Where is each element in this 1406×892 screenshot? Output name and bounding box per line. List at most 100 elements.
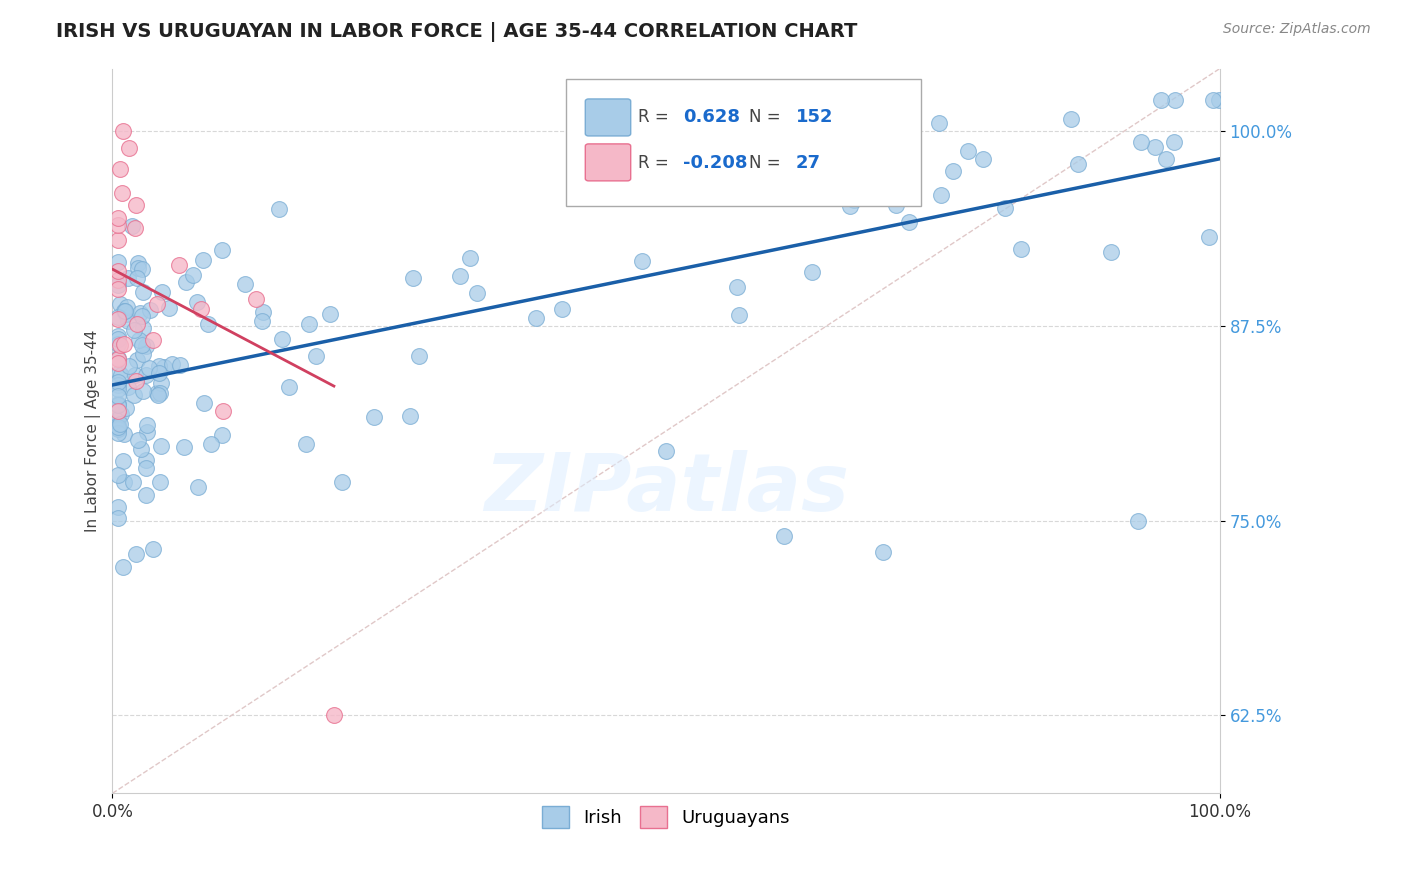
- Point: [1163, 135, 1185, 149]
- Point: [131, 442, 153, 456]
- Point: [211, 244, 233, 258]
- Point: [108, 297, 131, 311]
- Point: [107, 418, 129, 433]
- Text: Source: ZipAtlas.com: Source: ZipAtlas.com: [1223, 22, 1371, 37]
- Point: [131, 309, 153, 323]
- Point: [107, 468, 129, 483]
- Point: [114, 303, 136, 318]
- Point: [252, 314, 274, 328]
- Point: [107, 311, 129, 326]
- Point: [193, 252, 215, 267]
- Point: [801, 264, 824, 278]
- Point: [1150, 93, 1173, 107]
- Point: [839, 199, 862, 213]
- Point: [115, 307, 138, 321]
- Point: [467, 285, 489, 300]
- Point: [132, 285, 155, 300]
- Point: [117, 359, 139, 373]
- Point: [146, 388, 169, 402]
- Point: [115, 300, 138, 314]
- Point: [884, 198, 907, 212]
- Point: [107, 263, 129, 277]
- Point: [125, 197, 148, 211]
- Point: [111, 560, 134, 574]
- Point: [107, 411, 129, 425]
- Point: [108, 338, 131, 352]
- Legend: Irish, Uruguayans: Irish, Uruguayans: [534, 798, 797, 835]
- Point: [187, 480, 209, 494]
- Point: [135, 461, 157, 475]
- Point: [870, 93, 893, 107]
- Text: R =: R =: [638, 153, 675, 172]
- Point: [330, 475, 353, 489]
- Point: [114, 337, 136, 351]
- Point: [107, 421, 129, 435]
- Point: [319, 307, 342, 321]
- Point: [127, 353, 149, 368]
- Text: N =: N =: [749, 108, 786, 126]
- Point: [108, 417, 131, 431]
- Point: [107, 352, 129, 367]
- Point: [135, 368, 157, 383]
- Point: [131, 261, 153, 276]
- Point: [956, 144, 979, 158]
- Point: [149, 475, 172, 490]
- Point: [245, 293, 267, 307]
- Point: [824, 184, 846, 198]
- Point: [211, 428, 233, 442]
- Point: [928, 116, 950, 130]
- Point: [107, 218, 129, 232]
- Point: [190, 302, 212, 317]
- Point: [107, 254, 129, 268]
- Point: [107, 419, 129, 434]
- Point: [193, 396, 215, 410]
- Point: [524, 311, 547, 326]
- FancyBboxPatch shape: [585, 99, 631, 136]
- Point: [108, 161, 131, 176]
- Point: [107, 382, 129, 396]
- Point: [402, 270, 425, 285]
- Point: [153, 359, 176, 374]
- Point: [1154, 152, 1177, 166]
- Point: [107, 500, 129, 514]
- Point: [160, 357, 183, 371]
- Point: [298, 317, 321, 331]
- Point: [146, 386, 169, 401]
- Point: [132, 321, 155, 335]
- Point: [305, 349, 328, 363]
- Point: [169, 358, 191, 372]
- Point: [128, 305, 150, 319]
- Point: [135, 339, 157, 353]
- Point: [145, 297, 167, 311]
- Point: [1202, 93, 1225, 107]
- Point: [107, 233, 129, 247]
- Point: [107, 278, 129, 293]
- Point: [107, 422, 129, 436]
- Point: [107, 333, 129, 347]
- Point: [186, 295, 208, 310]
- Point: [107, 328, 129, 343]
- Point: [212, 404, 235, 418]
- Point: [942, 164, 965, 178]
- Point: [107, 273, 129, 287]
- Point: [112, 475, 135, 489]
- Point: [173, 440, 195, 454]
- Point: [157, 301, 180, 315]
- Point: [322, 708, 344, 723]
- Point: [1010, 242, 1032, 256]
- Point: [1198, 230, 1220, 244]
- Point: [117, 270, 139, 285]
- Point: [112, 303, 135, 318]
- Point: [131, 338, 153, 352]
- Point: [149, 376, 172, 391]
- Point: [1099, 245, 1122, 260]
- Point: [112, 124, 135, 138]
- Point: [149, 439, 172, 453]
- Point: [128, 333, 150, 347]
- Point: [197, 317, 219, 331]
- Point: [107, 398, 129, 412]
- Point: [148, 386, 170, 401]
- Point: [148, 366, 170, 380]
- Point: [972, 152, 994, 166]
- Point: [277, 380, 299, 394]
